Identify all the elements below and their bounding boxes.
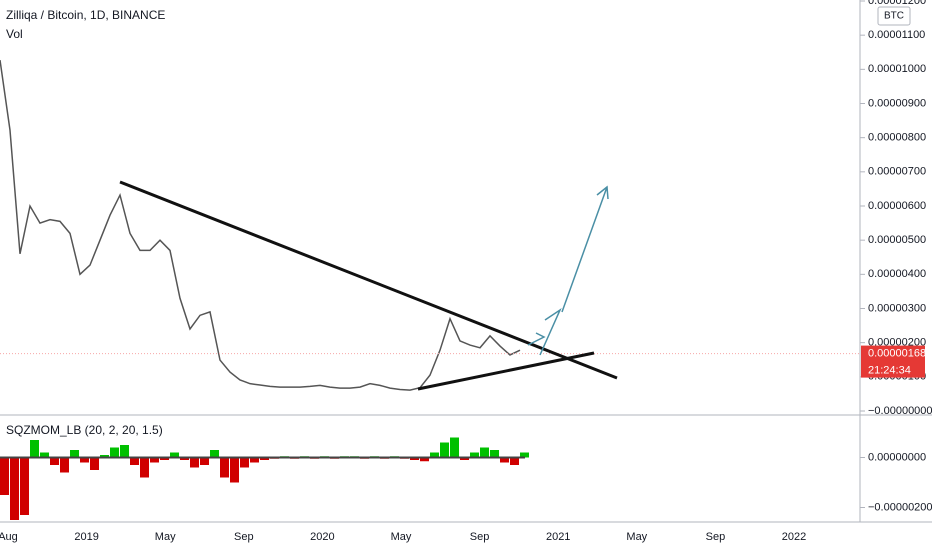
momentum-bar — [420, 457, 429, 462]
x-tick-label: May — [155, 531, 176, 543]
momentum-bar — [140, 457, 149, 478]
x-tick-label: 2022 — [782, 531, 806, 543]
momentum-bar — [10, 457, 19, 520]
y-tick-label: 0.00000900 — [868, 97, 926, 109]
momentum-bar — [240, 457, 249, 468]
momentum-bar — [500, 457, 509, 463]
last-price-box — [861, 345, 925, 378]
currency-box[interactable] — [877, 6, 911, 26]
x-tick-label: 2021 — [546, 531, 570, 543]
momentum-bar — [510, 457, 519, 465]
momentum-bar — [30, 440, 39, 458]
y-tick-label: 0.00000600 — [868, 200, 926, 212]
x-tick-label: 2020 — [310, 531, 334, 543]
arrow-head — [527, 332, 546, 346]
momentum-bar — [0, 457, 9, 495]
momentum-bar — [20, 457, 29, 515]
x-tick-label: May — [391, 531, 412, 543]
arrow-head — [596, 185, 609, 200]
volume-label: Vol — [6, 27, 23, 41]
y-tick-label: 0.00000400 — [868, 268, 926, 280]
x-tick-label: Sep — [706, 531, 726, 543]
last-price-label: 0.00000168 — [868, 348, 926, 360]
momentum-bar — [100, 455, 109, 458]
momentum-bar — [170, 452, 179, 458]
y-tick-label: 0.00000500 — [868, 234, 926, 246]
y-tick-label: 0.00001000 — [868, 63, 926, 75]
momentum-bar — [190, 457, 199, 468]
momentum-bar — [40, 452, 49, 458]
momentum-bar — [210, 450, 219, 458]
currency: BTC — [884, 11, 904, 22]
momentum-bar — [460, 457, 469, 460]
momentum-bar — [450, 437, 459, 458]
momentum-bar — [50, 457, 59, 465]
momentum-bar — [430, 452, 439, 458]
countdown: 21:24:34 — [868, 365, 911, 377]
y-tick-label: 0.00000200 — [868, 337, 926, 349]
y-tick-label: 0.00000700 — [868, 166, 926, 178]
y-tick-label: 0.00000000 — [868, 451, 926, 463]
momentum-bar — [150, 457, 159, 463]
momentum-bar — [200, 457, 209, 465]
x-tick-label: 2019 — [74, 531, 98, 543]
momentum-bar — [60, 457, 69, 473]
momentum-bar — [230, 457, 239, 483]
momentum-bar — [250, 457, 259, 463]
y-tick-label: 0.00001100 — [868, 29, 925, 41]
momentum-bar — [520, 452, 529, 458]
price-line — [0, 60, 521, 391]
trend-line — [119, 180, 618, 380]
projection-arrow — [561, 186, 608, 313]
momentum-bar — [80, 457, 89, 463]
momentum-bar — [90, 457, 99, 470]
momentum-bar — [130, 457, 139, 465]
x-tick-label: Sep — [470, 531, 490, 543]
x-tick-label: May — [626, 531, 647, 543]
projection-arrow — [539, 307, 562, 356]
y-tick-label: −0.00000200 — [868, 501, 932, 513]
momentum-bar — [440, 442, 449, 458]
x-tick-label: Aug — [0, 531, 18, 543]
y-tick-label: 0.00000300 — [868, 302, 926, 314]
indicator-title: SQZMOM_LB (20, 2, 20, 1.5) — [6, 423, 163, 437]
x-tick-label: Sep — [234, 531, 254, 543]
momentum-bar — [490, 450, 499, 458]
momentum-bar — [220, 457, 229, 478]
y-tick-label: −0.00000000 — [868, 405, 932, 417]
momentum-bar — [160, 457, 169, 460]
trend-line — [417, 351, 595, 391]
momentum-bar — [180, 457, 189, 460]
momentum-bar — [120, 445, 129, 458]
momentum-bar — [260, 457, 269, 460]
momentum-bar — [410, 457, 419, 460]
y-tick-label: 0.00001200 — [868, 0, 926, 7]
momentum-bar — [480, 447, 489, 458]
momentum-bar — [470, 452, 479, 458]
momentum-bar — [70, 450, 79, 458]
chart-title: Zilliqa / Bitcoin, 1D, BINANCE — [6, 8, 165, 22]
y-tick-label: 0.00000800 — [868, 132, 926, 144]
momentum-bar — [110, 447, 119, 458]
